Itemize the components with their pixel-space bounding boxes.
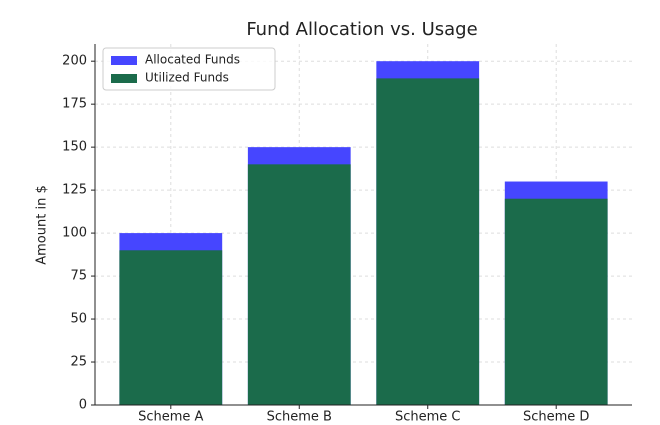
bar <box>504 198 608 405</box>
x-tick-label: Scheme C <box>395 410 461 425</box>
legend-swatch <box>111 74 137 83</box>
bar <box>376 78 480 405</box>
y-tick-label: 100 <box>62 226 87 241</box>
bar <box>119 250 223 405</box>
x-tick-label: Scheme B <box>267 410 332 425</box>
y-tick-label: 75 <box>70 269 87 284</box>
bar <box>247 164 351 405</box>
y-axis-label: Amount in $ <box>35 185 50 264</box>
y-tick-label: 125 <box>62 183 87 198</box>
y-tick-label: 25 <box>70 355 87 370</box>
x-tick-label: Scheme D <box>523 410 589 425</box>
chart-title: Fund Allocation vs. Usage <box>246 19 477 40</box>
legend-label: Allocated Funds <box>145 53 240 67</box>
legend-swatch <box>111 56 137 65</box>
y-tick-label: 0 <box>79 398 87 413</box>
y-tick-label: 50 <box>70 312 87 327</box>
y-tick-label: 200 <box>62 54 87 69</box>
y-tick-label: 150 <box>62 140 87 155</box>
x-tick-label: Scheme A <box>138 410 203 425</box>
legend-box <box>102 47 276 91</box>
y-tick-label: 175 <box>62 97 87 112</box>
legend-label: Utilized Funds <box>145 71 229 85</box>
